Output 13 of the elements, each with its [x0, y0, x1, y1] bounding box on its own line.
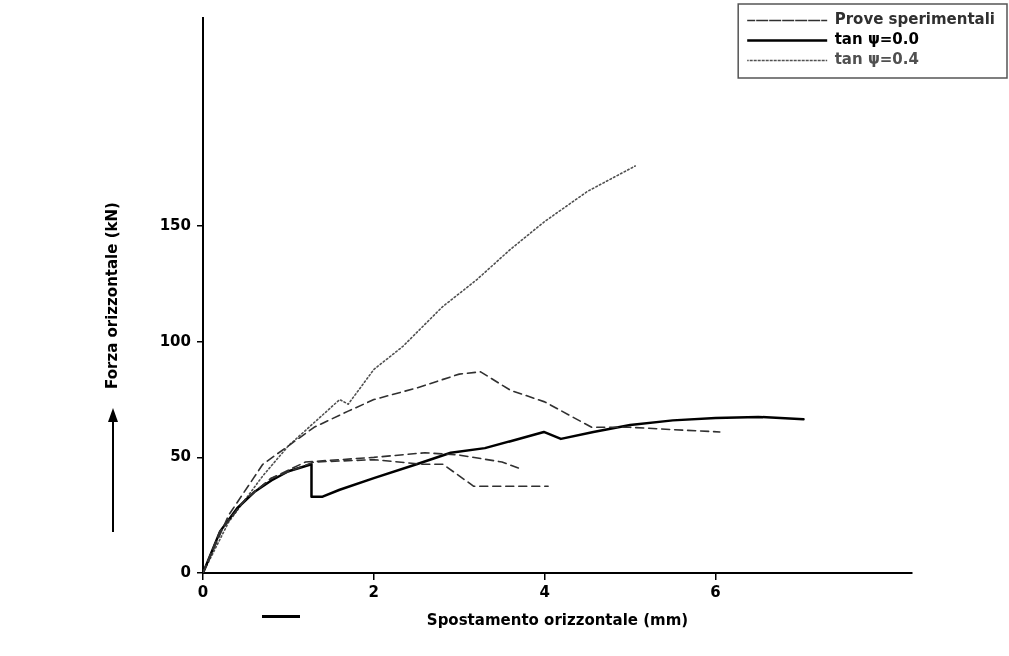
- text: tan ψ=0.4: [834, 50, 919, 69]
- x-tick-label: 6: [710, 582, 721, 601]
- y-tick-label: 100: [159, 331, 191, 350]
- y-tick-label: 150: [159, 216, 191, 235]
- x-tick-label: 4: [539, 582, 550, 601]
- text: Prove sperimentali: [834, 10, 996, 29]
- y-tick-label: 0: [180, 562, 191, 581]
- y-tick-label: 50: [170, 447, 191, 466]
- x-axis-title: Spostamento orizzontale (mm): [426, 610, 689, 629]
- y-axis-title: Forza orizzontale (kN): [102, 202, 121, 389]
- x-tick-label: 2: [368, 582, 380, 601]
- text: tan ψ=0.0: [834, 30, 919, 49]
- x-tick-label: 0: [197, 582, 209, 601]
